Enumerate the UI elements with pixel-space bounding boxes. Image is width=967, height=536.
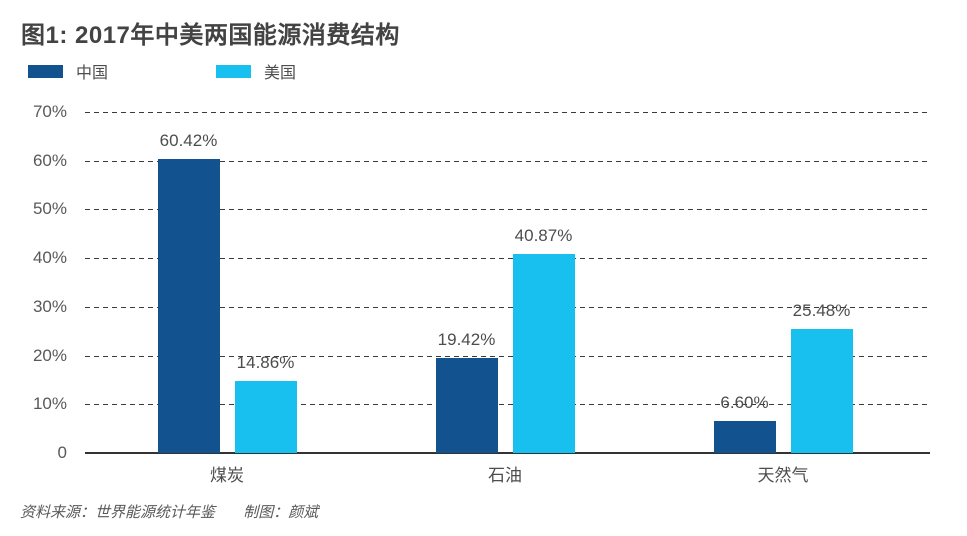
category-label-oil: 石油 xyxy=(488,466,522,485)
gridline-60 xyxy=(85,160,930,162)
category-label-natural-gas: 天然气 xyxy=(757,466,809,485)
source-label: 资料来源：世界能源统计年鉴 xyxy=(20,504,216,521)
legend-item-usa: 美国 xyxy=(216,59,296,83)
x-axis-baseline xyxy=(85,452,930,454)
legend-item-china: 中国 xyxy=(28,59,108,83)
bar-china-natural-gas xyxy=(713,420,776,453)
gridline-50 xyxy=(85,209,930,211)
value-label-china-natural-gas: 6.60% xyxy=(720,392,769,412)
value-label-usa-natural-gas: 25.48% xyxy=(792,300,851,320)
y-tick-label-20: 20% xyxy=(32,345,67,365)
value-label-usa-coal: 14.86% xyxy=(236,352,295,372)
bar-china-coal xyxy=(157,158,220,453)
gridline-30 xyxy=(85,306,930,308)
legend-label-china: 中国 xyxy=(76,65,109,82)
y-tick-label-50: 50% xyxy=(32,199,67,219)
y-tick-label-40: 40% xyxy=(32,248,67,268)
bar-usa-natural-gas xyxy=(790,328,853,453)
gridline-70 xyxy=(85,112,930,113)
legend-swatch-china xyxy=(28,64,63,78)
value-label-usa-oil: 40.87% xyxy=(514,225,573,245)
legend-swatch-usa xyxy=(216,64,252,78)
value-label-china-coal: 60.42% xyxy=(159,130,218,150)
category-label-coal: 煤炭 xyxy=(210,466,244,485)
footer: 资料来源：世界能源统计年鉴 制图：颜斌 xyxy=(20,501,318,522)
bar-usa-coal xyxy=(234,380,297,453)
gridline-20 xyxy=(85,355,930,357)
bar-china-oil xyxy=(435,358,498,453)
bar-usa-oil xyxy=(512,253,575,453)
chart-title: 图1: 2017年中美两国能源消费结构 xyxy=(21,22,400,49)
y-tick-label-70: 70% xyxy=(32,102,67,121)
value-label-china-oil: 19.42% xyxy=(437,330,496,350)
y-tick-label-10: 10% xyxy=(32,394,67,414)
legend: 中国 美国 xyxy=(28,59,296,83)
y-tick-label-0: 0 xyxy=(57,443,67,462)
y-tick-label-30: 30% xyxy=(32,296,67,316)
gridline-40 xyxy=(85,258,930,260)
credit-label: 制图：颜斌 xyxy=(243,504,319,521)
y-tick-label-60: 60% xyxy=(32,150,67,170)
legend-label-usa: 美国 xyxy=(264,65,297,82)
gridline-10 xyxy=(85,404,930,406)
